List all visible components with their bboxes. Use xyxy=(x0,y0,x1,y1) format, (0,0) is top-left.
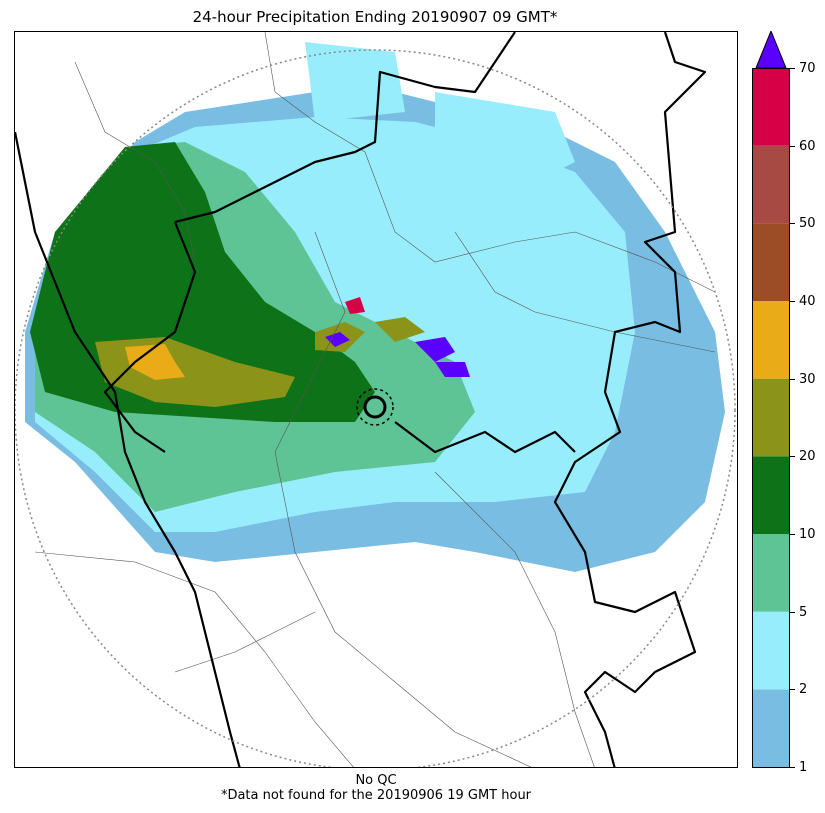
colorbar-tick-mark xyxy=(790,611,795,613)
radar-map-svg xyxy=(15,32,736,767)
colorbar-tick-mark xyxy=(790,767,795,768)
colorbar-tick-mark xyxy=(790,145,795,147)
qc-note: No QC xyxy=(355,773,397,788)
state-borders xyxy=(15,32,707,767)
colorbar-tick-label: 10 xyxy=(799,527,816,542)
missing-data-note: *Data not found for the 20190906 19 GMT … xyxy=(220,788,532,803)
colorbar-outline xyxy=(752,68,790,768)
colorbar-band-10-20 xyxy=(752,456,790,534)
colorbar-tick-mark xyxy=(790,456,795,458)
colorbar-bands xyxy=(752,68,790,767)
map-title: 24-hour Precipitation Ending 20190907 09… xyxy=(192,8,558,26)
colorbar-tick-mark xyxy=(790,378,795,380)
colorbar-tick-label: 30 xyxy=(799,371,816,387)
colorbar-tick-label: 40 xyxy=(799,294,816,309)
colorbar-tick-mark xyxy=(790,534,795,535)
radar-range-ring xyxy=(15,49,736,767)
colorbar-band-2-5 xyxy=(752,611,790,690)
colorbar-tick-mark xyxy=(790,301,795,302)
colorbar-band-30-40 xyxy=(752,301,790,379)
colorbar-tick-label: 50 xyxy=(799,216,816,232)
convective-cells xyxy=(315,297,470,377)
colorbar-tick-mark xyxy=(790,68,795,69)
colorbar-band-60-70 xyxy=(752,68,790,146)
colorbar-tick-label: 70 xyxy=(799,61,816,76)
colorbar-band-50-60 xyxy=(752,145,790,224)
colorbar-tick-label: 5 xyxy=(799,604,808,620)
colorbar-tick-label: 60 xyxy=(799,138,816,154)
colorbar-tick-label: 2 xyxy=(799,682,808,698)
colorbar-tick-mark xyxy=(790,689,795,691)
colorbar-tick-label: 20 xyxy=(799,449,816,465)
colorbar-over-triangle xyxy=(755,31,787,69)
colorbar-band-5-10 xyxy=(752,534,790,612)
colorbar xyxy=(752,31,790,768)
precip-field-30-40mm xyxy=(125,344,185,380)
radar-site xyxy=(356,388,394,426)
colorbar-tick-label: 1 xyxy=(799,760,808,775)
precipitation-map xyxy=(14,31,738,768)
colorbar-band-20-30 xyxy=(752,378,790,457)
district-borders xyxy=(34,32,716,767)
colorbar-tick-mark xyxy=(790,223,795,225)
colorbar-band-40-50 xyxy=(752,223,790,301)
colorbar-band-1-2 xyxy=(752,689,790,767)
